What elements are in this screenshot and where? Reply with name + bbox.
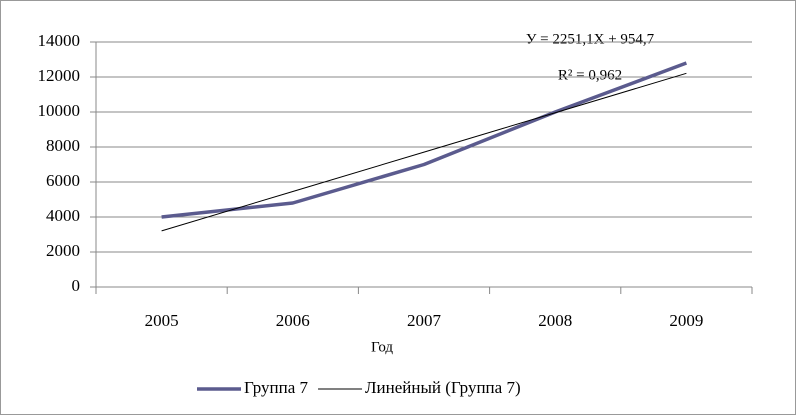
y-tick-label: 0 (72, 276, 81, 295)
y-tick-label: 2000 (46, 241, 80, 260)
x-axis-label: Год (371, 339, 393, 355)
x-tick-label: 2006 (276, 311, 310, 330)
x-tick-label: 2007 (407, 311, 442, 330)
annotation: R² = 0,962 (558, 67, 622, 83)
legend-label: Линейный (Группа 7) (365, 378, 521, 397)
y-tick-label: 14000 (38, 31, 81, 50)
y-tick-label: 8000 (46, 136, 80, 155)
series-line (161, 72, 687, 232)
y-tick-label: 10000 (38, 101, 81, 120)
x-tick-label: 2005 (145, 311, 179, 330)
series-line (161, 61, 688, 219)
y-tick-label: 12000 (38, 66, 81, 85)
y-tick-label: 4000 (46, 206, 80, 225)
x-tick-label: 2008 (538, 311, 572, 330)
x-tick-label: 2009 (669, 311, 703, 330)
legend-label: Группа 7 (244, 378, 309, 397)
annotation: У = 2251,1Х + 954,7 (526, 31, 655, 47)
y-tick-label: 6000 (46, 171, 80, 190)
